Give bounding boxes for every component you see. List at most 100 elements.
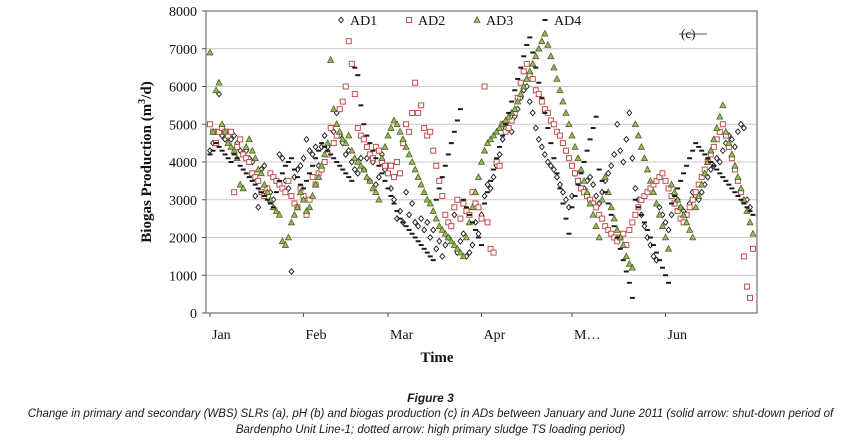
point-ad1 — [740, 124, 747, 132]
point-ad3 — [514, 97, 522, 105]
point-ad1 — [556, 181, 563, 189]
point-ad1 — [704, 173, 711, 181]
point-ad1 — [713, 154, 720, 162]
point-ad1 — [550, 166, 557, 174]
point-ad1 — [436, 237, 443, 245]
legend-label: AD2 — [418, 14, 445, 29]
point-ad3 — [263, 188, 271, 195]
point-ad2 — [252, 174, 259, 181]
point-ad3 — [417, 180, 425, 188]
point-ad3 — [351, 154, 359, 162]
point-ad2 — [575, 177, 582, 184]
point-ad2 — [629, 219, 636, 226]
point-ad1 — [541, 150, 548, 158]
point-ad2 — [249, 170, 256, 177]
point-ad2 — [689, 196, 696, 203]
point-ad2 — [409, 109, 416, 116]
point-ad1 — [430, 226, 437, 234]
point-ad3 — [716, 112, 724, 120]
point-ad3 — [462, 233, 471, 241]
point-ad3 — [459, 252, 468, 260]
point-ad2 — [605, 226, 612, 233]
point-ad2 — [493, 159, 500, 165]
point-ad2 — [517, 79, 524, 86]
point-ad2 — [743, 283, 750, 290]
point-ad2 — [565, 155, 572, 162]
point-ad2 — [255, 177, 262, 184]
point-ad3 — [435, 222, 443, 229]
point-ad3 — [613, 225, 621, 233]
y-tick-label: 7000 — [169, 43, 197, 58]
point-ad3 — [589, 210, 597, 218]
point-ad3 — [251, 154, 259, 162]
point-ad2 — [430, 147, 437, 154]
point-ad2 — [463, 208, 470, 215]
legend-label: AD3 — [486, 14, 513, 29]
series-ad4 — [207, 36, 756, 299]
point-ad3 — [381, 142, 389, 150]
legend-item-ad4: AD4 — [542, 14, 581, 29]
point-ad3 — [438, 225, 446, 233]
point-ad1 — [439, 252, 446, 260]
point-ad3 — [275, 210, 284, 218]
point-ad3 — [278, 237, 287, 245]
point-ad3 — [526, 67, 534, 75]
point-ad1 — [481, 192, 488, 200]
point-ad2 — [342, 83, 349, 90]
x-tick-label: Jan — [212, 328, 231, 343]
point-ad2 — [384, 170, 391, 177]
point-ad1 — [716, 158, 723, 166]
point-ad3 — [387, 123, 395, 131]
point-ad2 — [427, 128, 434, 135]
point-ad3 — [339, 135, 347, 143]
point-ad3 — [305, 203, 314, 211]
point-ad3 — [628, 263, 637, 271]
point-ad2 — [288, 192, 295, 199]
point-ad3 — [559, 97, 567, 105]
point-ad2 — [391, 174, 398, 181]
point-ad3 — [357, 161, 365, 169]
point-ad2 — [662, 177, 669, 184]
point-ad1 — [650, 252, 657, 260]
point-ad2 — [421, 125, 428, 132]
point-ad3 — [393, 120, 401, 128]
point-ad2 — [231, 189, 238, 196]
point-ad3 — [673, 195, 682, 203]
point-ad2 — [472, 200, 479, 207]
point-ad2 — [750, 245, 756, 252]
point-ad1 — [255, 203, 262, 211]
point-ad1 — [475, 230, 482, 238]
point-ad3 — [692, 203, 700, 211]
legend-marker-ad2 — [406, 17, 412, 23]
point-ad2 — [394, 159, 401, 165]
point-ad2 — [556, 132, 563, 139]
point-ad3 — [360, 165, 368, 173]
point-ad3 — [402, 142, 410, 150]
point-ad1 — [496, 150, 503, 158]
point-ad3 — [520, 82, 528, 90]
point-ad1 — [424, 218, 431, 226]
point-ad2 — [225, 132, 232, 139]
point-ad3 — [215, 78, 223, 86]
point-ad2 — [381, 162, 388, 169]
point-ad3 — [713, 123, 721, 131]
point-ad2 — [439, 192, 446, 199]
point-ad2 — [360, 136, 367, 143]
point-ad1 — [288, 267, 295, 275]
point-ad3 — [640, 154, 649, 162]
point-ad3 — [553, 74, 561, 82]
point-ad3 — [679, 210, 688, 218]
point-ad3 — [746, 218, 754, 226]
point-ad3 — [529, 59, 537, 67]
point-ad3 — [423, 195, 431, 203]
point-ad1 — [487, 184, 494, 192]
x-axis-label: Time — [420, 350, 453, 366]
point-ad3 — [330, 105, 338, 112]
point-ad1 — [719, 147, 726, 155]
point-ad3 — [254, 165, 262, 173]
point-ad3 — [363, 173, 371, 180]
point-ad1 — [391, 196, 398, 204]
point-ad2 — [345, 38, 352, 45]
point-ad1 — [276, 150, 283, 158]
point-ad2 — [716, 128, 723, 135]
